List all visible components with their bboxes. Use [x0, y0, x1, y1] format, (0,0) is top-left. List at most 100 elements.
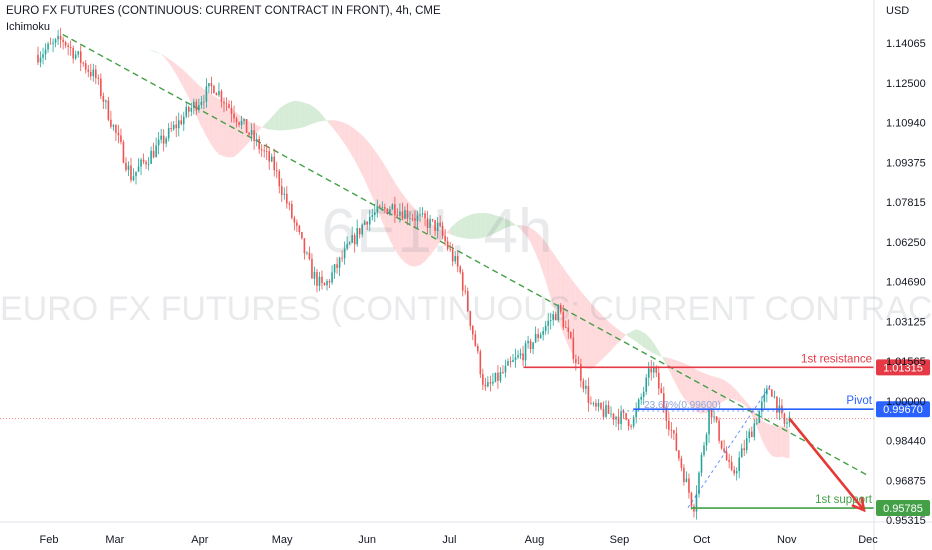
candle-body	[321, 276, 323, 283]
cloud-segment	[354, 128, 360, 170]
candle-body	[534, 333, 537, 343]
cloud-segment	[560, 264, 566, 341]
candle-body	[396, 215, 399, 217]
candle-body	[567, 327, 570, 333]
candle-body	[69, 47, 72, 48]
candle-body	[499, 371, 502, 381]
candle-body	[67, 45, 69, 48]
time-tick-label: Apr	[191, 534, 208, 546]
candle-body	[474, 334, 477, 346]
candle-body	[622, 411, 625, 414]
candle-body	[379, 205, 381, 208]
candle-body	[353, 235, 356, 245]
candle-body	[296, 222, 298, 226]
candle-body	[414, 218, 416, 221]
candle-body	[675, 433, 678, 451]
candle-body	[459, 266, 462, 273]
candle-body	[235, 118, 238, 123]
watermark-symbol: 6E1!, 4h	[321, 197, 553, 266]
candle-body	[685, 478, 688, 482]
price-axis-unit: USD	[886, 5, 909, 17]
cloud-segment	[379, 157, 385, 229]
indicator-label[interactable]: Ichimoku	[6, 21, 51, 33]
candle-body	[617, 416, 620, 424]
cloud-segment	[239, 114, 245, 153]
candle-body	[145, 161, 147, 165]
candle-body	[283, 193, 286, 195]
price-tick-label: 0.95315	[886, 515, 926, 527]
candle-body	[768, 388, 771, 390]
candle-body	[366, 221, 369, 225]
candle-body	[152, 150, 155, 158]
candle-body	[263, 150, 265, 152]
candle-body	[381, 207, 384, 208]
candle-body	[502, 371, 504, 373]
candle-body	[668, 420, 670, 430]
cloud-segment	[324, 118, 330, 124]
candle-body	[529, 340, 532, 350]
cloud-segment	[575, 284, 581, 367]
cloud-segment	[706, 374, 712, 414]
price-tick-label: 0.96875	[886, 475, 926, 487]
candle-body	[429, 219, 431, 228]
cloud-segment	[465, 214, 471, 239]
candle-body	[230, 107, 233, 114]
candle-body	[280, 186, 283, 195]
candle-body	[72, 47, 74, 59]
candle-body	[745, 438, 748, 451]
candle-body	[82, 62, 85, 64]
cloud-segment	[781, 426, 787, 459]
candle-body	[680, 458, 683, 468]
candle-body	[270, 156, 273, 162]
candle-body	[52, 42, 54, 44]
candle-body	[509, 361, 512, 362]
cloud-segment	[600, 313, 606, 361]
candle-body	[220, 91, 223, 102]
candle-body	[763, 394, 766, 402]
candle-body	[47, 43, 49, 50]
cloud-segment	[178, 66, 184, 89]
candle-body	[728, 459, 730, 462]
candle-body	[180, 120, 183, 125]
candle-body	[610, 413, 612, 415]
candle-body	[225, 103, 228, 105]
cloud-segment	[555, 256, 561, 328]
candle-body	[730, 461, 733, 470]
cloud-segment	[289, 100, 295, 130]
candle-body	[89, 71, 92, 77]
candle-body	[102, 96, 105, 102]
cloud-segment	[686, 364, 692, 408]
candle-body	[519, 353, 522, 356]
candle-body	[738, 457, 741, 472]
candle-body	[720, 440, 723, 449]
candle-body	[773, 396, 776, 398]
cloud-segment	[254, 123, 260, 137]
ichimoku-cloud	[103, 46, 790, 459]
price-tick-label: 1.09375	[886, 157, 926, 169]
candle-body	[446, 241, 449, 249]
candle-body	[77, 51, 80, 55]
candle-body	[57, 35, 59, 40]
candle-body	[243, 119, 245, 121]
candle-body	[580, 364, 582, 381]
cloud-segment	[470, 213, 476, 239]
cloud-segment	[515, 224, 521, 230]
candle-body	[233, 113, 235, 119]
cloud-segment	[475, 213, 481, 239]
candle-body	[311, 258, 313, 279]
candle-body	[464, 290, 467, 292]
cloud-segment	[213, 95, 219, 155]
candle-body	[660, 388, 663, 394]
cloud-segment	[299, 101, 305, 129]
candle-body	[585, 385, 587, 389]
cloud-segment	[716, 377, 722, 407]
candle-body	[645, 377, 648, 392]
cloud-segment	[334, 120, 340, 137]
cloud-segment	[384, 165, 390, 241]
candle-body	[424, 213, 426, 219]
cloud-segment	[761, 420, 767, 450]
candle-body	[554, 314, 557, 321]
candle-body	[755, 422, 758, 424]
time-tick-label: Aug	[525, 534, 545, 546]
